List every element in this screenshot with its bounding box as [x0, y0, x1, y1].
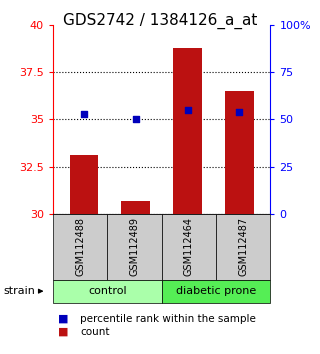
- Text: count: count: [80, 327, 109, 337]
- Text: strain: strain: [3, 286, 35, 296]
- Point: [237, 109, 242, 115]
- Bar: [225, 91, 253, 214]
- Text: control: control: [88, 286, 126, 296]
- Text: GSM112487: GSM112487: [238, 217, 248, 276]
- Point: [185, 107, 190, 113]
- Text: ■: ■: [58, 314, 68, 324]
- Text: percentile rank within the sample: percentile rank within the sample: [80, 314, 256, 324]
- Text: GSM112489: GSM112489: [129, 217, 140, 276]
- Bar: [70, 155, 98, 214]
- Text: GSM112464: GSM112464: [184, 217, 194, 276]
- Bar: [173, 47, 202, 214]
- Bar: [122, 201, 150, 214]
- Text: diabetic prone: diabetic prone: [176, 286, 256, 296]
- Text: GDS2742 / 1384126_a_at: GDS2742 / 1384126_a_at: [63, 12, 257, 29]
- Point: [133, 116, 138, 122]
- Point: [81, 111, 86, 116]
- Text: ■: ■: [58, 327, 68, 337]
- Text: GSM112488: GSM112488: [75, 217, 85, 276]
